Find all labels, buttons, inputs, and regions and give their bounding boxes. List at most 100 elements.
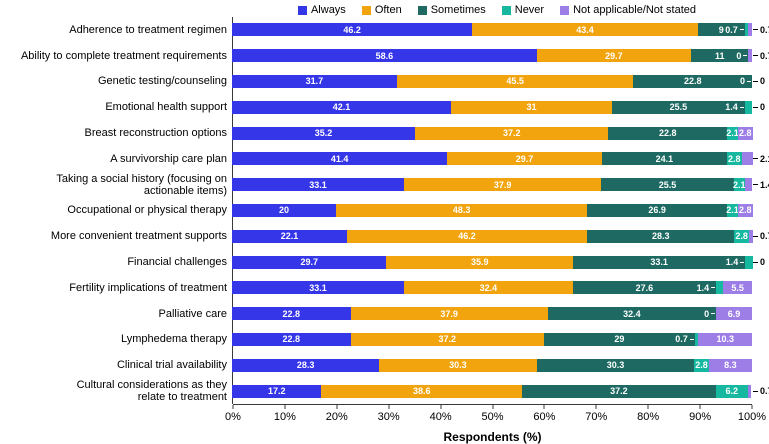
value-label-never: 0	[704, 307, 716, 320]
bar-segment-often: 37.2	[350, 332, 544, 346]
value-label: 43.4	[576, 24, 594, 35]
value-label-never: 0	[736, 49, 748, 62]
value-text: 0.7	[760, 50, 769, 61]
bar-track: 20 48.3 26.9 2.1 2.8	[232, 203, 753, 217]
category-label: Genetic testing/counseling	[97, 75, 227, 88]
legend-label: Sometimes	[430, 4, 486, 16]
value-label-na: 2.1	[753, 152, 769, 165]
legend-label: Never	[514, 4, 545, 16]
category-label: Financial challenges	[127, 256, 227, 269]
value-label: 2.1	[733, 179, 746, 190]
category-label: Ability to complete treatment requiremen…	[20, 49, 227, 62]
bar-segment-always: 35.2	[232, 126, 416, 140]
value-text: 0.7	[760, 386, 769, 397]
leader-line	[753, 80, 758, 82]
value-label: 9	[718, 24, 724, 35]
value-text: 0	[760, 76, 766, 87]
x-tick-label: 10%	[273, 410, 296, 423]
bar-segment-always: 22.1	[232, 229, 347, 243]
value-label: 37.2	[438, 334, 457, 345]
bar-track: 42.1 31 25.5 1.4 0	[232, 100, 765, 114]
value-label: 2.8	[695, 360, 708, 371]
bar-segment-sometimes: 26.9	[587, 203, 728, 217]
value-text: 0	[704, 308, 710, 319]
value-label-never: 1.4	[725, 101, 744, 114]
x-tick	[388, 404, 390, 409]
legend-item-sometimes: Sometimes	[417, 3, 486, 17]
category-label: Occupational or physical therapy	[67, 204, 227, 217]
value-label: 25.5	[658, 179, 677, 190]
value-label-never: 0.7	[675, 333, 694, 346]
value-label: 20	[278, 205, 289, 216]
bar-segment-always: 28.3	[232, 358, 380, 372]
value-label: 37.2	[610, 386, 628, 397]
value-text: 0	[739, 76, 745, 87]
value-text: 1.4	[696, 282, 710, 293]
value-label-na: 0	[753, 101, 765, 114]
value-label: 33.1	[309, 282, 327, 293]
legend-swatch-often-icon	[361, 5, 371, 15]
bar-row: Ability to complete treatment requiremen…	[0, 43, 769, 69]
bar-segment-always: 41.4	[232, 152, 448, 166]
value-label: 30.3	[606, 360, 625, 371]
bar-segment-not-applicable-not-stated	[741, 152, 753, 166]
bar-segment-never: 2.1	[733, 178, 746, 192]
x-axis-title: Respondents (%)	[443, 429, 542, 444]
x-tick-label: 0%	[225, 410, 241, 423]
value-text: 0	[760, 102, 766, 113]
leader-line	[753, 55, 758, 57]
bar-segment-often: 29.7	[536, 49, 692, 63]
value-text: 0.7	[675, 334, 688, 345]
legend-label: Always	[310, 4, 346, 16]
bar-segment-not-applicable-not-stated: 6.9	[716, 307, 752, 321]
bar-segment-often: 32.4	[404, 281, 573, 295]
bar-segment-sometimes: 11	[691, 49, 749, 63]
bar-segment-never: 2.8	[694, 358, 709, 372]
bar-track: 29.7 35.9 33.1 1.4 0	[232, 255, 765, 269]
x-tick	[284, 404, 286, 409]
x-tick	[440, 404, 442, 409]
value-label: 29.7	[605, 50, 623, 61]
bar-segment-never	[745, 255, 753, 269]
bar-row: Cultural considerations as they relate t…	[0, 378, 769, 404]
bar-segment-sometimes: 28.3	[587, 229, 735, 243]
value-label-na: 0.7	[753, 23, 769, 36]
bar-segment-not-applicable-not-stated: 5.5	[723, 281, 752, 295]
bar-segment-sometimes: 9	[697, 23, 745, 37]
bar-track: 33.1 37.9 25.5 2.1 1.4	[232, 178, 769, 192]
value-label: 29.7	[515, 153, 534, 164]
bar-segment-sometimes: 27.6	[572, 281, 717, 295]
value-label: 24.1	[655, 153, 674, 164]
x-tick	[232, 404, 234, 409]
x-tick	[751, 404, 753, 409]
x-tick-label: 70%	[585, 410, 608, 423]
legend-label: Often	[374, 4, 402, 16]
bar-segment-never	[744, 100, 752, 114]
value-label: 38.6	[413, 386, 431, 397]
leader-line	[753, 184, 758, 186]
value-label: 2.8	[738, 128, 752, 139]
x-tick-label: 80%	[637, 410, 660, 423]
bar-segment-always: 22.8	[232, 307, 351, 321]
value-label: 32.4	[479, 282, 498, 293]
category-label: Taking a social history (focusing on act…	[56, 172, 227, 197]
value-label: 45.5	[506, 76, 524, 87]
bar-row: Emotional health support 42.1 31 25.5 1.4 0	[0, 94, 765, 120]
bar-track: 31.7 45.5 22.8 0 0	[232, 74, 765, 88]
value-text: 1.4	[725, 257, 739, 268]
bar-segment-often: 31	[450, 100, 613, 114]
value-text: 1.4	[725, 102, 738, 113]
bar-segment-never	[716, 281, 724, 295]
value-label: 42.1	[332, 102, 351, 113]
bar-segment-never: 2.8	[734, 229, 749, 243]
value-label: 2.8	[728, 153, 741, 164]
value-label: 31	[526, 102, 537, 113]
x-tick-label: 100%	[737, 410, 767, 423]
legend-item-often: Often	[361, 3, 402, 17]
value-label: 22.8	[683, 76, 702, 87]
category-label: Fertility implications of treatment	[69, 281, 227, 294]
x-axis: 0% 10% 20% 30% 40% 50% 60% 70% 80% 90% 100%	[225, 403, 766, 427]
bar-segment-often: 38.6	[321, 384, 523, 398]
value-label: 29.7	[300, 257, 318, 268]
value-label: 2.1	[726, 128, 739, 139]
